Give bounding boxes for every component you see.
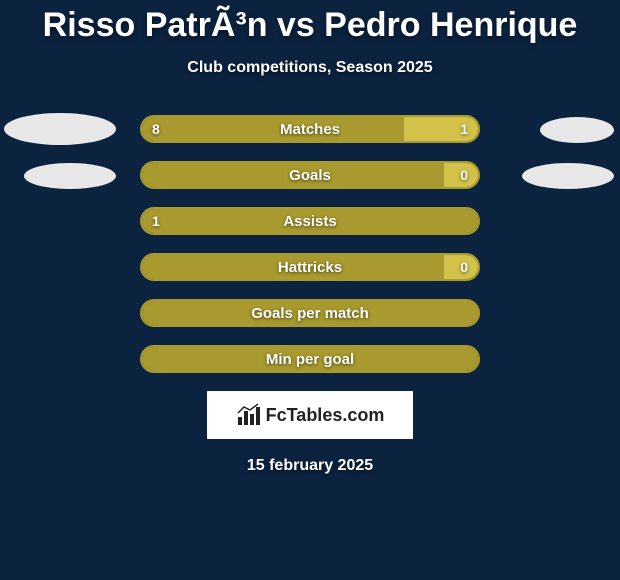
logo-text: FcTables.com: [266, 405, 385, 426]
stat-label: Min per goal: [142, 347, 478, 371]
fctables-logo[interactable]: FcTables.com: [207, 391, 413, 439]
comparison-chart: Matches81Goals0Assists1Hattricks0Goals p…: [0, 115, 620, 373]
stat-value-right: 0: [460, 255, 468, 279]
stat-label: Matches: [142, 117, 478, 141]
stat-bar: Matches8 1: [140, 115, 480, 143]
page-subtitle: Club competitions, Season 2025: [0, 59, 620, 77]
footer-date: 15 february 2025: [0, 457, 620, 475]
stat-label: Goals: [142, 163, 478, 187]
stat-value-right: 0: [460, 163, 468, 187]
stat-row: Goals per match: [0, 299, 620, 327]
stat-value-right: 1: [460, 117, 468, 141]
stat-bar: Assists1: [140, 207, 480, 235]
player-right-avatar: [540, 117, 614, 143]
stat-bar: Goals per match: [140, 299, 480, 327]
stat-bar: Min per goal: [140, 345, 480, 373]
stat-label: Hattricks: [142, 255, 478, 279]
stat-row: Goals0: [0, 161, 620, 189]
page-title: Risso PatrÃ³n vs Pedro Henrique: [0, 0, 620, 45]
stat-label: Goals per match: [142, 301, 478, 325]
stat-bar: Goals0: [140, 161, 480, 189]
stat-value-left: 1: [152, 209, 160, 233]
stat-label: Assists: [142, 209, 478, 233]
stat-bar: Hattricks0: [140, 253, 480, 281]
player-left-avatar: [4, 113, 116, 145]
stat-value-left: 8: [152, 117, 160, 141]
chart-icon: [236, 403, 264, 427]
player-left-avatar: [24, 163, 116, 189]
stat-row: Assists1: [0, 207, 620, 235]
stat-row: Min per goal: [0, 345, 620, 373]
stat-row: Hattricks0: [0, 253, 620, 281]
stat-row: Matches8 1: [0, 115, 620, 143]
player-right-avatar: [522, 163, 614, 189]
